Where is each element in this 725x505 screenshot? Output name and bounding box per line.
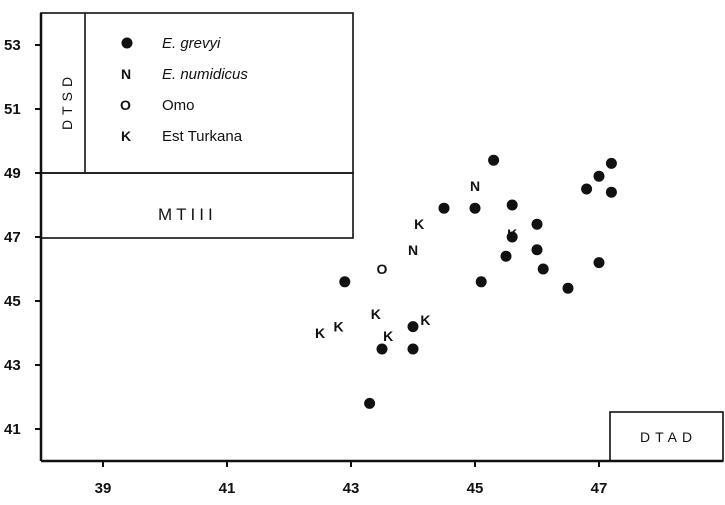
legend-label-numidicus: E. numidicus [162,66,248,83]
legend-symbol-n: N [121,66,131,82]
x-tick-label: 41 [219,480,236,497]
y-tick-label: 53 [4,37,21,54]
y-tick-label: 45 [4,293,21,310]
data-point-turkana: K [371,306,381,322]
data-point-grevyi [438,202,450,214]
data-point-turkana: K [334,319,344,335]
legend-label-turkana: Est Turkana [162,128,243,145]
data-point-grevyi [593,170,605,182]
y-tick-label: 41 [4,421,21,438]
y-tick-label: 43 [4,357,21,374]
data-point-turkana: K [414,216,424,232]
data-point-grevyi [605,186,617,198]
legend-label-omo: Omo [162,97,195,114]
x-tick-label: 43 [343,480,360,497]
data-point-grevyi [469,202,481,214]
y-tick-label: 51 [4,101,21,118]
dtsd-label: DTSD [59,72,75,130]
axes: 39 41 43 45 47 41 43 45 47 49 51 53 [4,13,723,497]
data-point-turkana: K [420,312,430,328]
dtad-label: DTAD [640,429,697,445]
data-point-turkana: K [383,328,393,344]
data-point-grevyi [531,218,543,230]
data-point-grevyi [364,397,376,409]
data-point-grevyi [407,343,419,355]
legend-item-numidicus: N E. numidicus [121,66,248,83]
x-tick-label: 47 [591,480,608,497]
mtiii-box [40,172,354,239]
data-point-grevyi [581,183,593,195]
x-tick-label: 45 [467,480,484,497]
data-point-turkana: K [507,226,517,242]
data-point-numidicus: N [408,242,418,258]
legend-symbol-o: O [120,97,131,113]
data-point-grevyi [537,263,549,275]
data-point-grevyi [339,276,351,288]
legend-item-turkana: K Est Turkana [121,128,243,145]
data-point-turkana: K [315,325,325,341]
data-point-grevyi [506,199,518,211]
dtad-box [609,411,724,462]
legend: E. grevyi N E. numidicus O Omo K Est Tur… [120,35,248,145]
data-point-grevyi [475,276,487,288]
y-tick-label: 47 [4,229,21,246]
data-point-grevyi [562,282,574,294]
data-point-grevyi [531,244,543,256]
legend-item-omo: O Omo [120,97,195,114]
data-point-numidicus: N [470,178,480,194]
legend-item-grevyi: E. grevyi [121,35,221,52]
data-point-grevyi [376,343,388,355]
data-point-grevyi [500,250,512,262]
legend-symbol-k: K [121,128,131,144]
mtiii-label: MTIII [158,205,217,224]
data-point-grevyi [605,157,617,169]
legend-dot-marker [121,37,133,49]
data-point-grevyi [593,257,605,269]
data-point-omo: O [377,261,388,277]
legend-label-grevyi: E. grevyi [162,35,221,52]
x-tick-label: 39 [95,480,112,497]
data-point-grevyi [506,231,518,243]
data-point-grevyi [488,154,500,166]
inset-boxes: DTSD MTIII DTAD [40,12,724,462]
y-tick-label: 49 [4,165,21,182]
data-point-grevyi [407,321,419,333]
